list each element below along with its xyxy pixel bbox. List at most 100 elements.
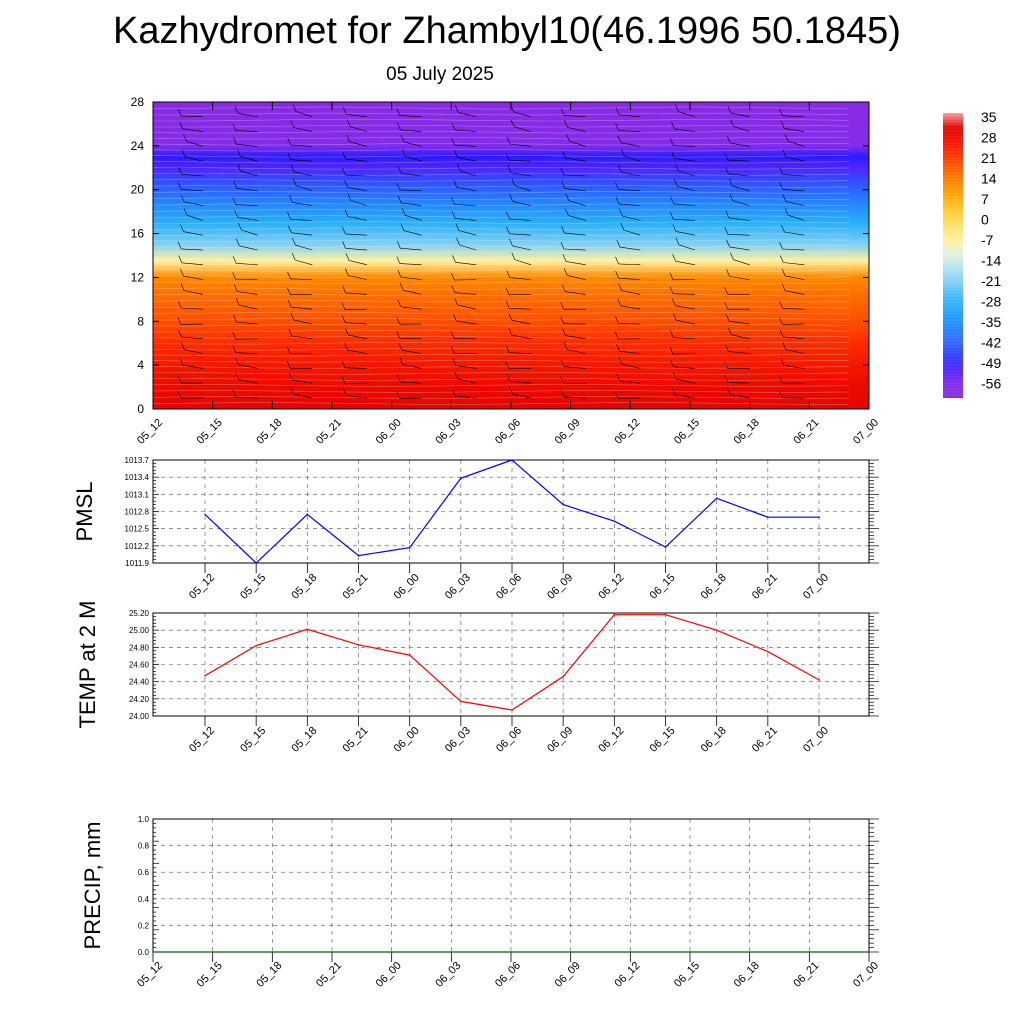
data-point [613,613,616,616]
wind-barb [290,219,313,221]
wind-barb-flag [345,253,350,261]
contour-line [153,402,849,405]
wind-barb-flag [237,149,241,157]
wind-barb [236,321,258,325]
wind-barb-flag [670,359,674,367]
wind-barb [728,217,750,221]
wind-barb-flag [342,285,346,293]
y-tick-label: 1013.1 [125,490,150,499]
wind-barb [345,292,368,295]
colorbar-label: 35 [981,109,997,125]
y-tick-label: 1011.9 [125,559,149,568]
wind-barb-flag [177,375,182,384]
wind-barb-flag [781,121,785,129]
colorbar-label: -49 [981,355,1001,371]
wind-barb [181,189,204,192]
wind-barb-flag [341,302,346,310]
wind-barb [727,234,750,236]
contour-line [153,161,850,164]
wind-barb-flag [672,224,677,232]
wind-barb-flag [618,164,622,173]
y-tick-label: 24.20 [129,695,150,704]
x-tick-label: 05_12 [187,725,217,755]
wind-barb-flag [344,209,349,217]
wind-barb [181,262,204,266]
wind-barb-flag [561,181,566,189]
wind-barb [456,320,477,325]
x-tick-label: 06_12 [612,417,642,447]
wind-barb [567,275,586,280]
contour-line [153,173,850,176]
wind-barb [240,156,258,162]
wind-barb-flag [616,373,620,381]
x-tick-label: 06_21 [791,960,821,990]
contour-line [153,311,850,315]
wind-barb-flag [232,197,237,205]
wind-barb-flag [396,391,400,399]
wind-barb-flag [180,194,185,202]
wind-barb-flag [451,211,456,219]
y-tick-label: 24.80 [129,643,150,652]
wind-barb-flag [238,222,242,231]
wind-barb [673,203,696,206]
pmsl-panel: 1011.9 1012.2 1012.5 1012.8 1013.1 1013.4 1013… [72,456,879,602]
wind-barb [785,290,805,295]
contour-line [153,281,850,285]
wind-barb-flag [232,256,237,264]
wind-barb [729,320,750,325]
wind-barb-flag [672,254,676,262]
wind-barb [618,130,641,132]
colorbar-label: 28 [981,130,997,146]
wind-barb-flag [615,182,619,190]
contour-line [153,336,850,339]
data-point [510,951,512,953]
wind-barb-flag [178,167,182,175]
wind-barb [236,188,258,192]
y-tick-label: 8 [137,314,144,328]
x-tick-label: 05_18 [254,417,284,447]
data-point [460,477,462,480]
wind-barb [678,111,696,118]
wind-barb-flag [289,372,293,381]
wind-barb-flag [506,226,510,234]
colorbar-label: 21 [981,150,997,166]
y-tick-label: 0.6 [138,868,150,877]
wind-barb-flag [563,268,568,276]
x-tick-label: 06_03 [433,960,463,990]
data-point [818,679,820,681]
wind-barb [619,380,641,384]
wind-barb [514,259,532,266]
wind-barb [782,189,805,192]
wind-barb [184,349,204,354]
data-point [511,459,513,461]
wind-barb [678,170,696,177]
data-point [357,644,360,646]
wind-barb [345,367,368,369]
wind-barb-flag [346,134,350,142]
colorbar-label: -21 [981,273,1001,289]
wind-barb-flag [451,272,455,281]
wind-barb-flag [233,314,237,323]
colorbar: 35 28 21 14 7 0 -7 -14 -21 -28 -35 -42 -49 -56 [943,109,1001,398]
wind-barb [401,349,422,354]
y-tick-label: 16 [131,227,145,241]
wind-barb-flag [779,390,783,398]
wind-barb [350,200,368,206]
wind-barb [783,336,805,340]
wind-barb [183,201,204,206]
data-point [271,951,274,953]
wind-barb [183,290,204,295]
y-tick-label: 1013.7 [125,456,150,465]
x-tick-label: 05_12 [135,417,165,447]
wind-barb [348,275,368,280]
y-tick-label: 24 [131,139,145,153]
wind-barb [565,291,586,295]
wind-barb-flag [617,135,622,143]
data-point [689,951,691,953]
data-point [390,951,393,953]
wind-barb [181,174,204,177]
data-point [562,675,564,678]
contour-line [153,317,850,321]
wind-barb [622,215,641,221]
data-point [255,644,257,647]
